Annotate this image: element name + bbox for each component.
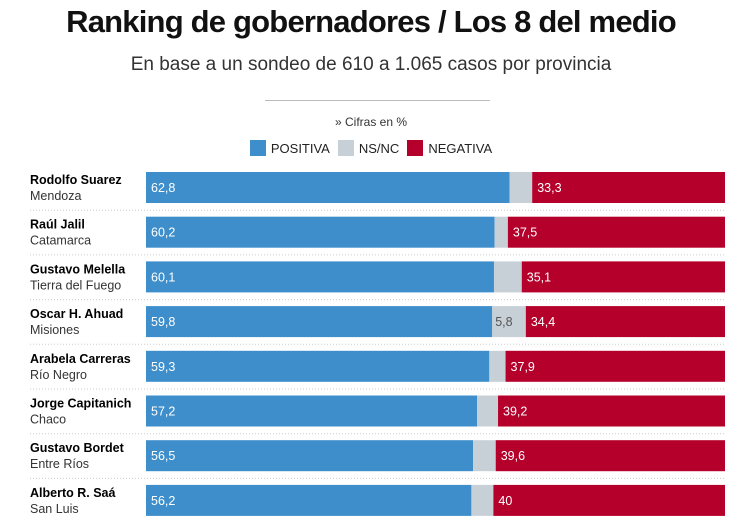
label-positiva: 57,2 (151, 405, 175, 419)
bar-positiva (146, 484, 472, 516)
bar-row: Jorge Capitanich Chaco 57,2 39,2 (30, 388, 725, 427)
bar-nsnc (477, 395, 499, 427)
bar-row: Gustavo Bordet Entre Ríos 56,5 39,6 (30, 433, 725, 472)
province-name: Misiones (30, 323, 79, 337)
label-negativa: 40 (498, 494, 512, 508)
label-positiva: 56,5 (151, 449, 175, 463)
bar-row: Rodolfo Suarez Mendoza 62,8 33,3 (30, 172, 725, 203)
bar-nsnc (509, 172, 533, 203)
bar-nsnc (494, 216, 508, 248)
bar-nsnc (471, 484, 494, 516)
label-positiva: 62,8 (151, 181, 175, 195)
units-note: » Cifras en % (334, 115, 408, 129)
bar-nsnc (493, 261, 522, 293)
province-name: Río Negro (30, 368, 87, 382)
label-negativa: 39,2 (503, 405, 527, 419)
legend: POSITIVA NS/NC NEGATIVA (0, 140, 742, 156)
legend-item-positiva: POSITIVA (249, 140, 330, 156)
bar-positiva (146, 395, 478, 427)
legend-label: POSITIVA (270, 140, 330, 156)
legend-swatch-nsnc (337, 140, 354, 156)
bar-negativa (507, 216, 725, 248)
bar-row: Arabela Carreras Río Negro 59,3 37,9 (30, 343, 725, 382)
governor-name: Alberto R. Saá (30, 486, 115, 500)
bar-negativa (495, 440, 725, 472)
label-positiva: 60,1 (151, 270, 175, 284)
governor-name: Gustavo Bordet (30, 441, 125, 455)
governor-name: Rodolfo Suarez (30, 173, 122, 187)
legend-swatch-positiva (249, 140, 266, 156)
bar-positiva (146, 261, 494, 293)
legend-item-nsnc: NS/NC (337, 140, 400, 156)
label-positiva: 59,3 (151, 360, 175, 374)
bar-negativa (532, 172, 725, 203)
governor-name: Gustavo Melella (30, 262, 126, 276)
province-name: Tierra del Fuego (30, 278, 121, 292)
label-negativa: 39,6 (501, 449, 525, 463)
divider (265, 100, 490, 101)
legend-item-negativa: NEGATIVA (407, 140, 492, 156)
province-name: Entre Ríos (30, 457, 89, 471)
label-positiva: 59,8 (151, 315, 175, 329)
chart-subtitle: En base a un sondeo de 610 a 1.065 casos… (130, 54, 612, 75)
province-name: Mendoza (30, 189, 81, 203)
bar-row: Gustavo Melella Tierra del Fuego 60,1 35,1 (30, 254, 725, 293)
label-negativa: 33,3 (537, 181, 561, 195)
bar-nsnc (492, 306, 526, 338)
bar-negativa (521, 261, 725, 293)
chart-title: Ranking de gobernadores / Los 8 del medi… (66, 4, 677, 39)
label-negativa: 34,4 (531, 315, 555, 329)
legend-label: NEGATIVA (428, 140, 493, 156)
bar-negativa (498, 395, 725, 427)
label-negativa: 37,9 (511, 360, 535, 374)
governor-name: Oscar H. Ahuad (30, 307, 123, 321)
province-name: San Luis (30, 502, 79, 516)
bar-positiva (146, 216, 495, 248)
bar-row: Raúl Jalil Catamarca 60,2 37,5 (30, 209, 725, 248)
bar-row: Oscar H. Ahuad Misiones 59,8 5,8 34,4 (30, 299, 725, 338)
bar-positiva (146, 172, 510, 203)
label-nsnc: 5,8 (495, 315, 512, 329)
bar-nsnc (489, 350, 506, 382)
bar-positiva (146, 306, 493, 338)
bar-negativa (525, 306, 725, 338)
province-name: Catamarca (30, 234, 91, 248)
bar-positiva (146, 440, 474, 472)
label-negativa: 37,5 (513, 226, 537, 240)
province-name: Chaco (30, 413, 66, 427)
legend-swatch-negativa (407, 140, 424, 156)
label-positiva: 60,2 (151, 226, 175, 240)
bar-positiva (146, 350, 490, 382)
bar-negativa (505, 350, 725, 382)
governor-name: Jorge Capitanich (30, 397, 131, 411)
legend-label: NS/NC (358, 140, 400, 156)
bar-nsnc (473, 440, 496, 472)
bar-row: Alberto R. Saá San Luis 56,2 40 (30, 477, 725, 516)
label-negativa: 35,1 (527, 270, 551, 284)
governor-name: Arabela Carreras (30, 352, 131, 366)
governor-name: Raúl Jalil (30, 218, 85, 232)
label-positiva: 56,2 (151, 494, 175, 508)
bar-negativa (493, 484, 725, 516)
